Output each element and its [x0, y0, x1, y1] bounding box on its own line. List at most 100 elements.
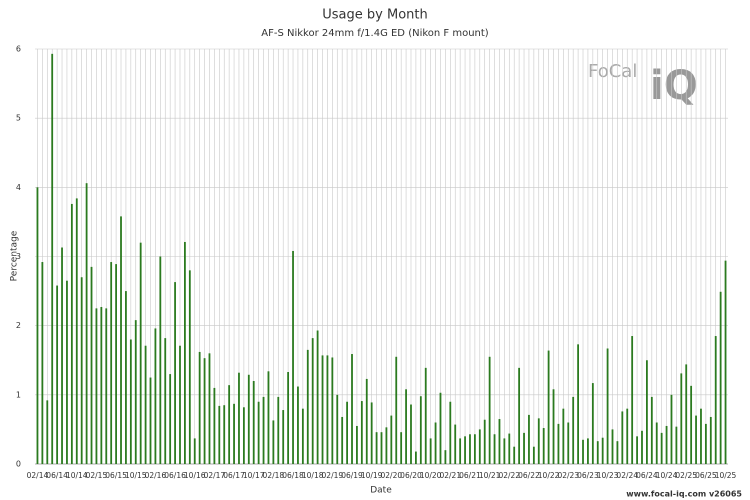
- bar: [174, 282, 176, 464]
- bar: [277, 396, 280, 464]
- x-tick-label: 10/14: [66, 471, 88, 480]
- bar: [326, 355, 329, 464]
- x-tick-label: 02/19: [322, 471, 344, 480]
- bar: [356, 425, 358, 464]
- bar: [36, 187, 39, 465]
- bar: [179, 345, 181, 464]
- bar: [508, 433, 511, 464]
- bar: [395, 356, 398, 464]
- bar: [537, 418, 540, 464]
- bar: [641, 430, 643, 464]
- bar: [587, 438, 589, 464]
- bar: [375, 432, 378, 464]
- bar: [169, 374, 172, 464]
- x-tick-label: 06/16: [164, 471, 186, 480]
- y-tick-label: 2: [16, 321, 21, 330]
- bar: [405, 389, 407, 464]
- x-tick-label: 10/24: [656, 471, 678, 480]
- x-tick-label: 10/18: [302, 471, 324, 480]
- bar: [301, 408, 304, 464]
- bar: [439, 392, 442, 464]
- bar: [262, 396, 265, 464]
- x-tick-label: 02/24: [616, 471, 638, 480]
- bar: [70, 203, 73, 464]
- bar: [424, 367, 427, 464]
- bar: [665, 425, 668, 464]
- bar: [336, 394, 339, 464]
- logo-mark: iQ: [650, 63, 698, 109]
- bar: [562, 408, 565, 464]
- bar: [690, 385, 693, 464]
- bar: [577, 344, 579, 464]
- bar: [105, 308, 108, 464]
- bar: [719, 291, 722, 464]
- bar: [483, 419, 486, 464]
- bar: [478, 429, 481, 464]
- bar: [242, 407, 245, 464]
- bar: [518, 367, 521, 464]
- bar: [444, 450, 447, 464]
- bar: [419, 396, 422, 464]
- bar: [272, 420, 275, 464]
- bar: [464, 436, 466, 464]
- y-tick-label: 6: [16, 45, 21, 54]
- y-tick-label: 0: [16, 460, 21, 469]
- bar: [695, 415, 697, 464]
- bar: [434, 422, 437, 464]
- x-tick-label: 10/15: [125, 471, 147, 480]
- x-tick-label: 02/25: [675, 471, 697, 480]
- bar: [469, 434, 471, 464]
- bar: [233, 403, 235, 464]
- bar: [321, 355, 324, 464]
- bar: [125, 291, 127, 464]
- x-tick-label: 10/22: [538, 471, 560, 480]
- bar: [626, 408, 629, 464]
- bar: [410, 404, 412, 464]
- footer: www.focal-iq.com v26065: [626, 490, 742, 499]
- bar: [400, 432, 403, 464]
- bar: [144, 345, 147, 464]
- x-tick-label: 02/16: [145, 471, 167, 480]
- bar: [297, 386, 299, 464]
- bar: [247, 374, 250, 464]
- bar: [365, 378, 368, 464]
- bar: [591, 383, 594, 464]
- bar: [75, 198, 78, 464]
- bar: [351, 354, 353, 464]
- bar: [316, 330, 319, 464]
- x-tick-label: 06/18: [282, 471, 304, 480]
- bar: [267, 371, 270, 464]
- bar: [184, 241, 186, 464]
- bar: [488, 356, 491, 464]
- x-tick-label: 06/23: [577, 471, 599, 480]
- bar: [56, 285, 59, 464]
- bar: [360, 401, 363, 464]
- bar: [282, 410, 285, 464]
- bar: [675, 426, 678, 464]
- chart-subtitle: AF-S Nikkor 24mm f/1.4G ED (Nikon F moun…: [261, 28, 489, 39]
- bar: [596, 441, 599, 464]
- x-tick-label: 02/18: [263, 471, 285, 480]
- bar: [159, 256, 162, 464]
- bar: [523, 432, 525, 464]
- bar: [700, 408, 702, 464]
- bar: [547, 350, 550, 464]
- x-tick-label: 06/14: [46, 471, 68, 480]
- x-tick-label: 02/15: [86, 471, 108, 480]
- bar: [41, 262, 44, 464]
- bar: [709, 416, 712, 464]
- x-tick-label: 10/25: [715, 471, 737, 480]
- y-axis-label: Percentage: [10, 230, 20, 281]
- bar: [346, 401, 348, 464]
- x-tick-label: 06/21: [459, 471, 481, 480]
- x-tick-label: 10/17: [243, 471, 265, 480]
- bar: [636, 436, 638, 464]
- bar: [567, 422, 570, 464]
- x-tick-label: 10/20: [420, 471, 442, 480]
- x-tick-label: 10/21: [479, 471, 501, 480]
- y-tick-label: 4: [16, 183, 21, 192]
- bar: [370, 402, 373, 464]
- bar: [557, 423, 560, 464]
- bar: [532, 446, 535, 464]
